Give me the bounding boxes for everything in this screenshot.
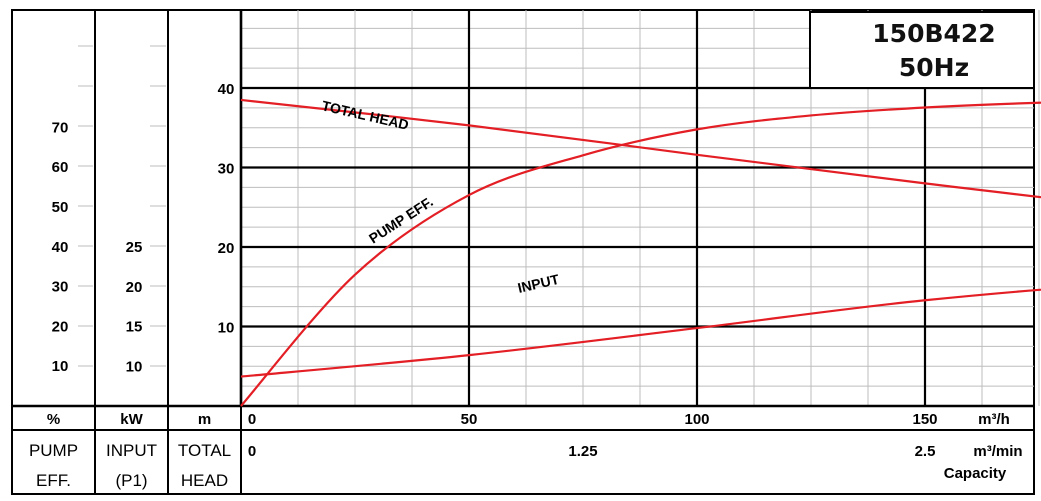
performance-curves [240,98,1041,407]
capacity-axis-label: Capacity [944,465,1007,482]
capacity-m3min-tick-label: 2.5 [915,443,936,460]
pump-eff-tick-label: 70 [52,119,69,136]
capacity-m3min-tick-label: 0 [248,443,256,460]
input-kw-tick-label: 15 [126,319,143,336]
input-curve-label: INPUT [516,271,561,296]
plot-grid [11,9,1040,495]
column-unit-label: kW [120,411,143,428]
capacity-m3min-unit: m³/min [973,443,1022,460]
column-name-label: PUMP [29,441,78,460]
total-head-tick-label: 30 [218,161,235,178]
total-head-tick-label: 40 [218,81,235,98]
column-name-label: (P1) [115,471,147,490]
input-kw-tick-label: 20 [126,279,143,296]
capacity-m3h-tick-label: 150 [912,411,937,428]
capacity-m3h-tick-label: 0 [248,411,256,428]
pump-eff-tick-label: 10 [52,358,69,375]
total-head-tick-label: 10 [218,320,235,337]
model-number: 150B422 [872,19,995,48]
pump-eff-tick-label: 40 [52,239,69,256]
total-head-tick-label: 20 [218,240,235,257]
pump-eff-tick-label: 20 [52,318,69,335]
model-box: 150B422 50Hz [809,11,1035,89]
pump-eff-tick-label: 50 [52,199,69,216]
capacity-m3min-tick-label: 1.25 [568,443,597,460]
input-kw-tick-label: 25 [126,239,143,256]
pump-eff-curve [240,101,1041,407]
input-curve [240,288,1041,378]
column-name-label: HEAD [181,471,228,490]
left-scale-columns: 70 60 50 40 30 20 10 25 20 15 10 40 30 20 10 [52,10,242,494]
column-name-label: INPUT [106,441,157,460]
capacity-m3h-unit: m³/h [978,411,1010,428]
frequency-label: 50Hz [899,53,969,82]
capacity-m3h-tick-label: 100 [684,411,709,428]
total-head-curve [240,98,1041,199]
bottom-axes: % PUMP EFF. kW INPUT (P1) m TOTAL HEAD 0 50 100 150 2… [12,411,1034,490]
pump-eff-tick-label: 30 [52,279,69,296]
capacity-m3h-tick-label: 50 [461,411,478,428]
pump-eff-tick-label: 60 [52,159,69,176]
column-name-label: TOTAL [178,441,231,460]
column-name-label: EFF. [36,471,71,490]
input-kw-tick-label: 10 [126,358,143,375]
column-unit-label: % [47,411,60,428]
column-unit-label: m [198,411,211,428]
